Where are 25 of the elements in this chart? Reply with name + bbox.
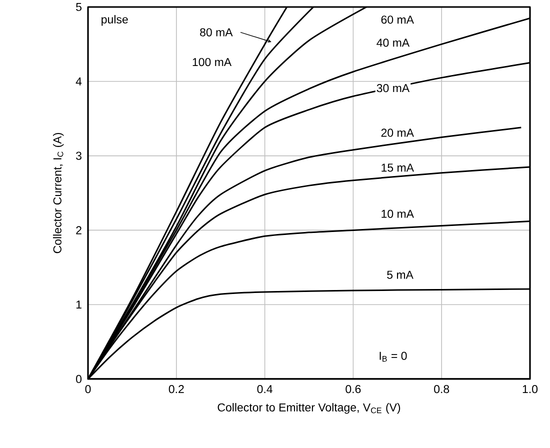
legend-label: 80 mA	[200, 28, 233, 36]
series-label: 20 mA	[381, 128, 414, 137]
y-tick-label: 1	[76, 300, 82, 309]
y-tick-label: 2	[76, 226, 82, 234]
y-tick-label: 4	[76, 77, 82, 86]
y-tick-label: 3	[76, 152, 82, 160]
y-tick-label: 5	[76, 3, 82, 12]
y-tick-label: 0	[76, 374, 82, 384]
x-tick-label: 0.6	[346, 385, 361, 394]
x-tick-label: 0	[85, 385, 91, 394]
series-label: 15 mA	[382, 164, 414, 172]
series-label: I$_{B}$ = 0	[380, 352, 407, 362]
series-label: 30 mA	[376, 84, 410, 92]
series-label: 100 mA	[192, 58, 232, 66]
series-label: 40 mA	[376, 38, 410, 47]
series-label: 10 mA	[382, 210, 414, 218]
x-axis-title: Collector to Emitter Voltage, V$_{CE}$ (V)	[218, 403, 400, 414]
x-tick-label: 0.4	[257, 385, 272, 394]
x-tick-label: 0.8	[434, 385, 450, 394]
series-label: 60 mA	[381, 16, 414, 24]
x-tick-label: 1.0	[522, 385, 538, 394]
x-tick-label: 0.2	[168, 385, 184, 394]
series-label: 5 mA	[387, 270, 414, 279]
annotation: pulse	[102, 15, 128, 26]
y-axis-title: Collector Current, I$_{C}$ (A)	[53, 133, 64, 254]
